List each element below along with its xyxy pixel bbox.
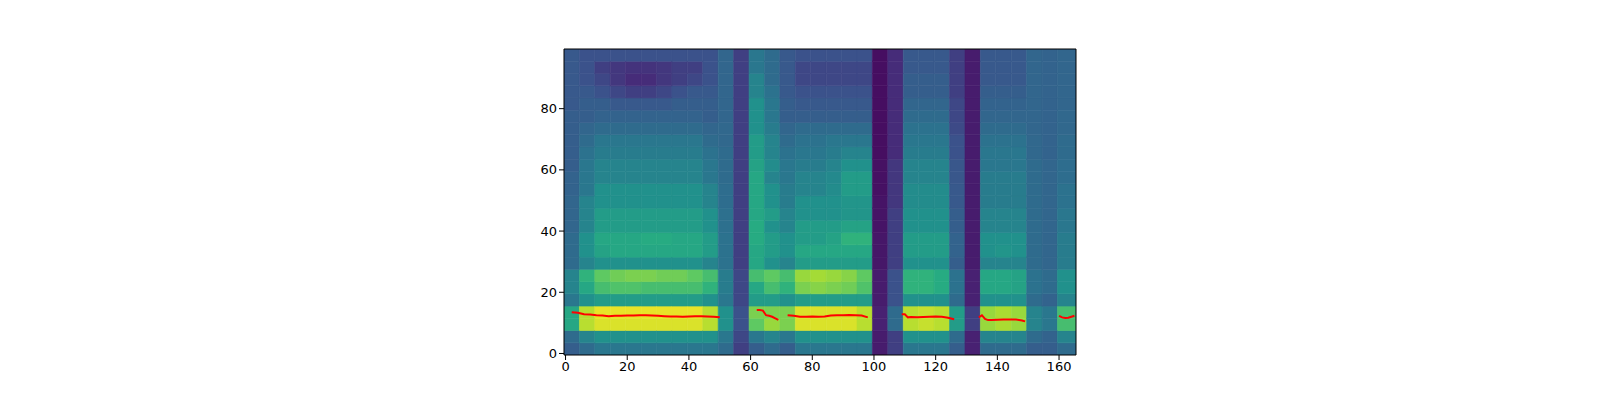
svg-text:160: 160	[1047, 359, 1072, 374]
svg-text:0: 0	[561, 359, 569, 374]
svg-text:80: 80	[804, 359, 821, 374]
svg-text:20: 20	[619, 359, 636, 374]
svg-text:40: 40	[540, 224, 557, 239]
svg-text:0: 0	[549, 346, 557, 361]
svg-text:60: 60	[540, 162, 557, 177]
svg-text:100: 100	[862, 359, 887, 374]
svg-text:80: 80	[540, 101, 557, 116]
svg-text:140: 140	[985, 359, 1010, 374]
svg-text:120: 120	[923, 359, 948, 374]
svg-text:60: 60	[742, 359, 759, 374]
svg-text:40: 40	[681, 359, 698, 374]
svg-text:20: 20	[540, 285, 557, 300]
